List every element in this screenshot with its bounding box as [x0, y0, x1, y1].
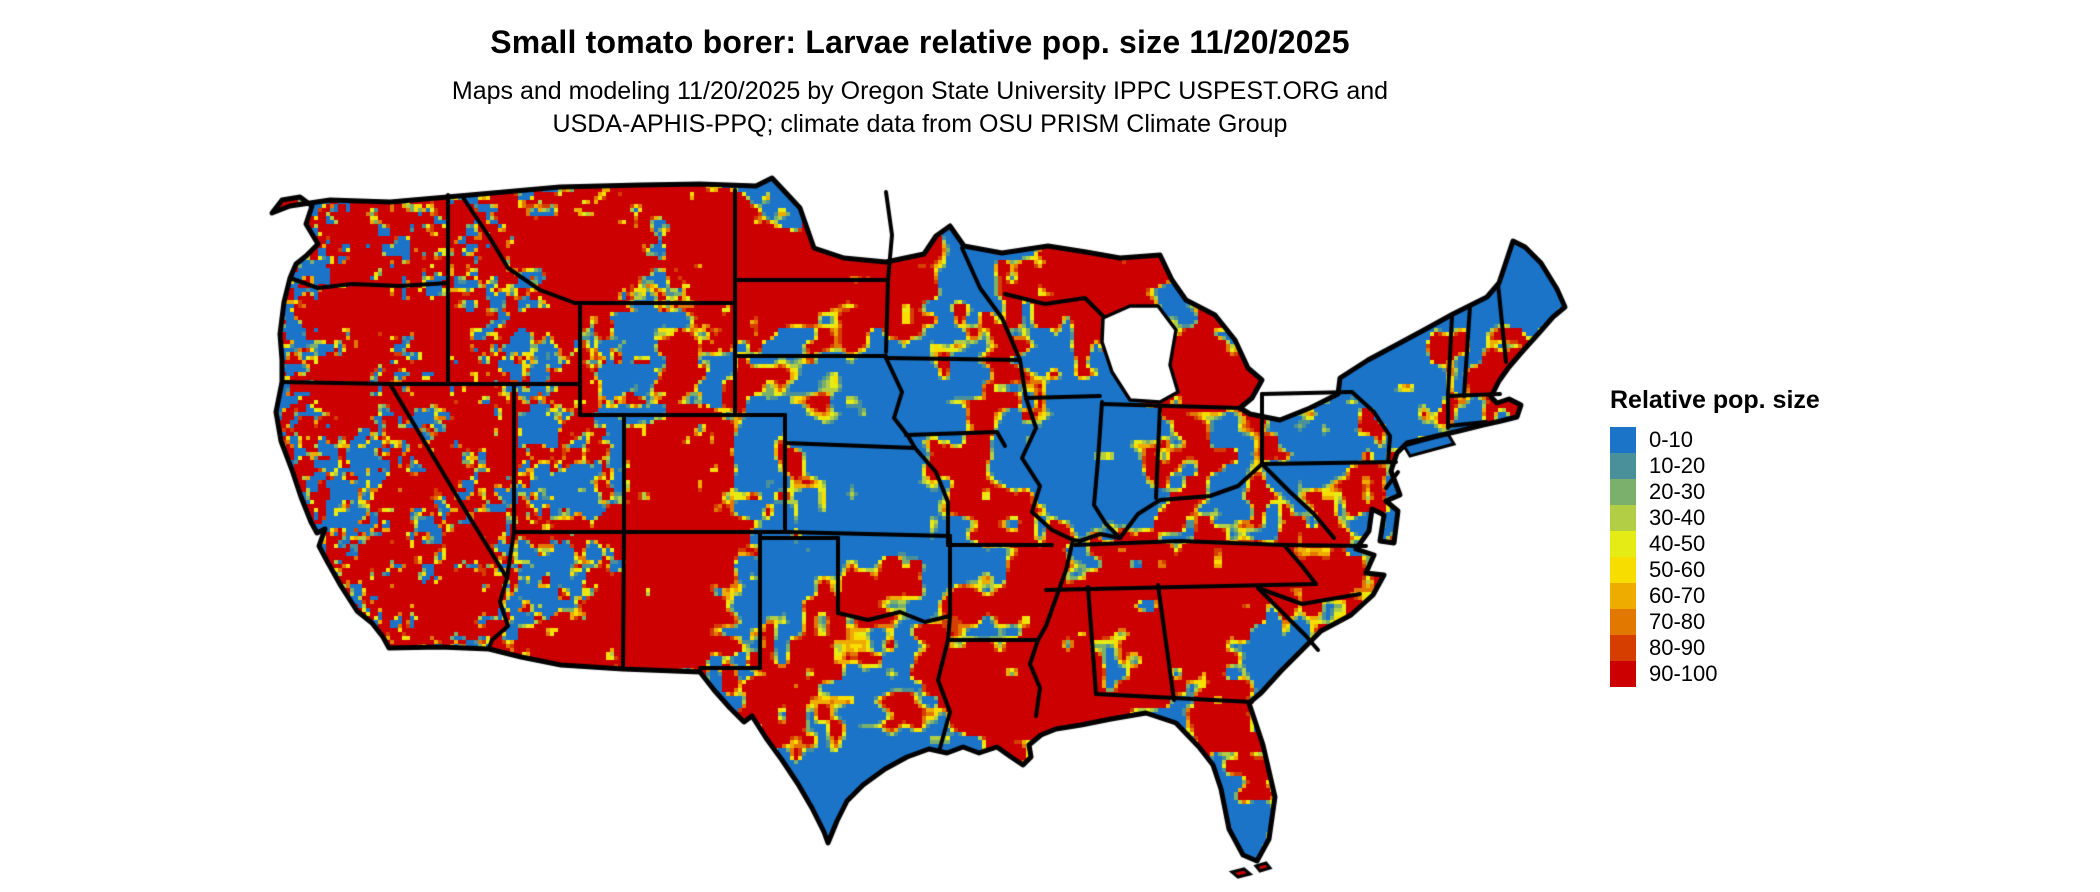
map-credits: Maps and modeling 11/20/2025 by Oregon S… — [250, 75, 1590, 141]
legend-swatch — [1610, 557, 1636, 583]
legend-swatch — [1610, 453, 1636, 479]
legend-item-label: 60-70 — [1649, 583, 1706, 608]
legend-swatch — [1610, 479, 1636, 505]
map-credits-line1: Maps and modeling 11/20/2025 by Oregon S… — [451, 77, 1389, 105]
legend-item-label: 0-10 — [1649, 427, 1694, 452]
legend-item-label: 80-90 — [1649, 635, 1706, 660]
legend-item-label: 50-60 — [1649, 557, 1706, 582]
header: Small tomato borer: Larvae relative pop.… — [250, 0, 1590, 141]
legend-swatch — [1610, 427, 1636, 453]
legend-item: 0-10 — [1610, 427, 1910, 453]
legend-item: 90-100 — [1610, 661, 1910, 687]
legend-swatch — [1610, 635, 1636, 661]
legend-item-label: 20-30 — [1649, 479, 1706, 504]
legend-swatch — [1610, 609, 1636, 635]
legend-item: 60-70 — [1610, 583, 1910, 609]
legend-item-label: 90-100 — [1649, 661, 1718, 686]
legend-item-label: 70-80 — [1649, 609, 1706, 634]
legend-item: 70-80 — [1610, 609, 1910, 635]
legend-title: Relative pop. size — [1610, 386, 1820, 414]
legend-item: 50-60 — [1610, 557, 1910, 583]
map-credits-line2: USDA-APHIS-PPQ; climate data from OSU PR… — [552, 110, 1288, 138]
legend-item: 30-40 — [1610, 505, 1910, 531]
legend-items: 0-10 10-20 20-30 30-40 40-50 50-60 60-70… — [1610, 427, 1910, 687]
legend: Relative pop. size 0-10 10-20 20-30 30-4… — [1610, 386, 1910, 687]
legend-item-label: 30-40 — [1649, 505, 1706, 530]
legend-item: 80-90 — [1610, 635, 1910, 661]
us-map-raster — [250, 168, 1582, 892]
legend-swatch — [1610, 531, 1636, 557]
page-title: Small tomato borer: Larvae relative pop.… — [490, 24, 1350, 60]
legend-item: 40-50 — [1610, 531, 1910, 557]
legend-item-label: 10-20 — [1649, 453, 1706, 478]
legend-swatch — [1610, 505, 1636, 531]
legend-swatch — [1610, 583, 1636, 609]
legend-item-label: 40-50 — [1649, 531, 1706, 556]
legend-item: 10-20 — [1610, 453, 1910, 479]
legend-item: 20-30 — [1610, 479, 1910, 505]
legend-swatch — [1610, 661, 1636, 687]
